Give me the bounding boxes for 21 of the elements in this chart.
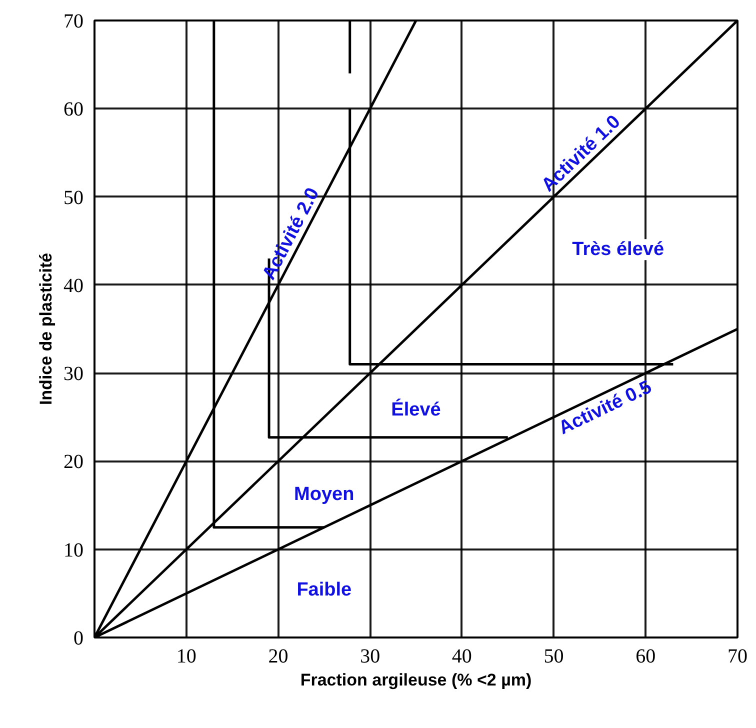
y-tick-label: 10 <box>64 539 84 562</box>
y-axis-title: Indice de plasticité <box>36 252 56 406</box>
x-tick-label: 40 <box>452 646 472 668</box>
y-tick-label: 70 <box>64 10 84 32</box>
y-tick-label: 60 <box>64 98 84 121</box>
x-tick-label: 50 <box>544 646 564 668</box>
x-tick-label: 70 <box>728 646 748 668</box>
x-tick-label: 20 <box>268 646 288 668</box>
annotation: Faible <box>296 579 352 600</box>
annotation: Très élevé <box>572 239 664 260</box>
annotation: Élevé <box>391 398 441 421</box>
x-tick-label: 30 <box>360 646 380 668</box>
y-tick-label: 40 <box>64 274 84 297</box>
x-axis-title: Fraction argileuse (% <2 µm) <box>300 670 532 690</box>
y-tick-label: 20 <box>64 451 84 474</box>
x-tick-label: 60 <box>636 646 656 668</box>
y-tick-label: 50 <box>64 186 84 209</box>
y-tick-label: 0 <box>74 628 84 650</box>
y-tick-label: 30 <box>64 363 84 386</box>
x-tick-label: 10 <box>176 646 196 668</box>
annotation: Moyen <box>294 484 354 506</box>
